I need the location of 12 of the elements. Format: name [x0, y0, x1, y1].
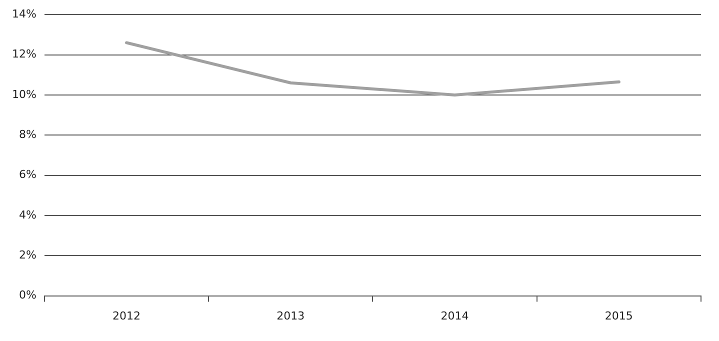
y-tick-label: 14% — [12, 7, 36, 20]
y-tick-label: 0% — [18, 288, 36, 302]
x-tick-label: 2013 — [276, 309, 305, 322]
y-tick-label: 2% — [18, 248, 36, 262]
y-tick-label: 10% — [12, 88, 36, 101]
y-tick-label: 12% — [12, 48, 36, 61]
y-tick-label: 6% — [18, 168, 36, 182]
x-tick-label: 2012 — [112, 309, 141, 322]
y-tick-label: 4% — [18, 208, 36, 222]
y-tick-label: 8% — [18, 128, 36, 141]
x-tick-label: 2014 — [440, 309, 469, 322]
x-tick-label: 2015 — [604, 309, 633, 322]
